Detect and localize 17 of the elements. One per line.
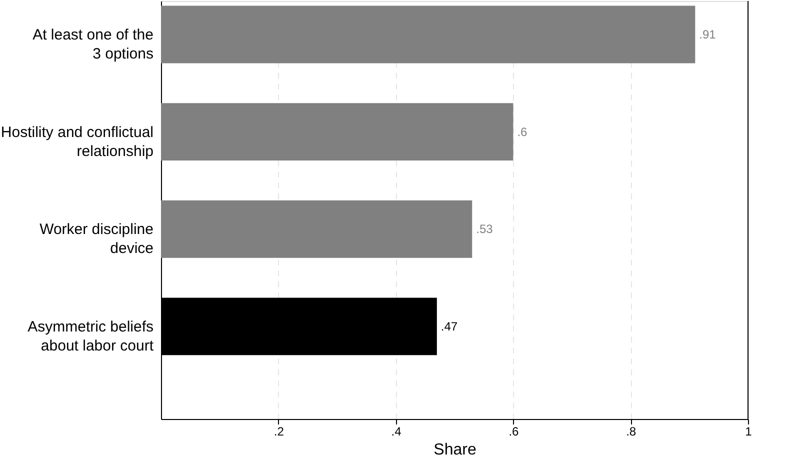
x-tick-label: .6	[508, 424, 520, 438]
bar	[161, 6, 696, 64]
y-tick-label: At least one of the 3 options	[32, 26, 154, 63]
data-label: .53	[476, 222, 494, 236]
y-tick-label: Worker discipline device	[40, 221, 154, 258]
x-axis-title: Share	[434, 442, 476, 458]
data-label: .91	[699, 28, 716, 42]
bar	[161, 103, 514, 161]
data-label: .6	[517, 124, 528, 139]
data-label: .47	[440, 319, 458, 334]
y-tick-label: Hostility and conflictual relationship	[0, 124, 154, 160]
bar	[161, 200, 472, 258]
x-tick-label: 1	[745, 424, 752, 438]
y-tick-label: Asymmetric beliefs about labor court	[28, 318, 154, 354]
x-tick-label: .8	[626, 424, 636, 438]
x-tick-label: .4	[391, 424, 402, 438]
x-tick-label: .2	[274, 424, 284, 438]
